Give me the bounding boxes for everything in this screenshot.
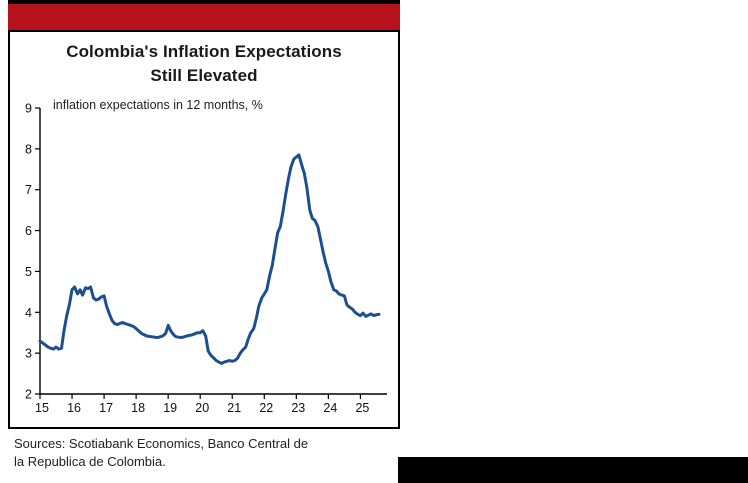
- x-tick-label: 25: [355, 401, 369, 415]
- x-tick-label: 17: [99, 401, 113, 415]
- x-tick-label: 16: [67, 401, 81, 415]
- sources-line2: la Republica de Colombia.: [14, 454, 166, 470]
- sources-text: Sources: Scotiabank Economics, Banco Cen…: [8, 435, 400, 473]
- x-tick-label: 22: [259, 401, 273, 415]
- sources-line1: Sources: Scotiabank Economics, Banco Cen…: [14, 435, 309, 451]
- x-tick-label: 20: [195, 401, 209, 415]
- y-tick-label: 3: [25, 346, 32, 360]
- chart-area: 2 3 4 5 6 7 8 9 15 16 17 18 19 20 21 22 23 24 25 inflation…: [13, 90, 395, 425]
- x-tick-label: 23: [291, 401, 305, 415]
- accent-bar: [8, 4, 400, 30]
- y-tick-label: 9: [25, 101, 32, 115]
- chart-title: Colombia's Inflation Expectations Still …: [10, 32, 398, 88]
- chart-title-line1: Colombia's Inflation Expectations: [66, 42, 342, 61]
- chart-frame: Colombia's Inflation Expectations Still …: [8, 30, 400, 429]
- x-tick-label: 24: [323, 401, 337, 415]
- x-tick-label: 19: [163, 401, 177, 415]
- y-tick-label: 8: [25, 142, 32, 156]
- y-tick-label: 7: [25, 183, 32, 197]
- y-tick-label: 6: [25, 224, 32, 238]
- x-tick-label: 18: [131, 401, 145, 415]
- inflation-line: [38, 153, 381, 365]
- chart-subtitle: inflation expectations in 12 months, %: [53, 97, 263, 112]
- axis-line: [39, 107, 387, 395]
- y-tick-label: 5: [25, 265, 32, 279]
- x-tick-label: 21: [227, 401, 241, 415]
- top-border-bar: [8, 0, 400, 4]
- chart-title-line2: Still Elevated: [150, 65, 258, 85]
- x-tick-label: 15: [35, 401, 49, 415]
- bottom-right-black-strip: [398, 457, 748, 483]
- chart-card: Colombia's Inflation Expectations Still …: [8, 0, 400, 472]
- y-tick-label: 2: [25, 387, 32, 401]
- y-tick-label: 4: [25, 305, 32, 319]
